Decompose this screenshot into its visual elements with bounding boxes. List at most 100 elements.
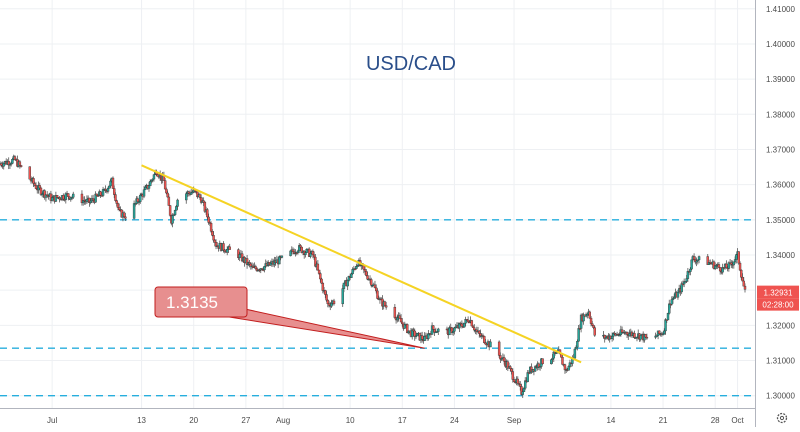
candle-up xyxy=(573,348,577,359)
candle-down xyxy=(114,194,117,201)
candle-down xyxy=(198,194,202,198)
candle-down xyxy=(466,319,470,323)
candle-down xyxy=(168,205,172,216)
callout-label: 1.3135 xyxy=(166,293,218,312)
candle-down xyxy=(478,330,481,334)
candle-up xyxy=(639,335,642,340)
candle-down xyxy=(460,323,464,327)
candle-down xyxy=(206,209,209,218)
candle-up xyxy=(453,327,456,332)
y-tick-label: 1.40000 xyxy=(766,40,795,49)
chart-title: USD/CAD xyxy=(366,53,456,75)
y-tick-label: 1.37000 xyxy=(766,145,795,154)
candle-up xyxy=(676,291,680,298)
candle-down xyxy=(401,321,404,325)
candle-down xyxy=(32,178,35,184)
candle-down xyxy=(625,331,629,335)
candle-down xyxy=(163,180,167,190)
candle-up xyxy=(304,252,307,255)
candle-down xyxy=(316,263,320,271)
candle-down xyxy=(325,294,328,301)
candle-up xyxy=(721,267,724,273)
candle-down xyxy=(320,278,323,284)
descending-trendline[interactable] xyxy=(141,164,582,364)
candle-down xyxy=(202,200,205,203)
candle-up xyxy=(576,341,579,348)
candle-up xyxy=(185,193,188,201)
candle-up xyxy=(171,215,174,224)
candle-down xyxy=(95,193,99,196)
y-tick-label: 1.34000 xyxy=(766,251,795,260)
candle-down xyxy=(370,279,373,286)
candle-down xyxy=(43,190,46,198)
y-tick-label: 1.35000 xyxy=(766,216,795,225)
candle-down xyxy=(591,323,594,326)
candle-down xyxy=(111,177,115,189)
candle-up xyxy=(64,193,68,200)
candle-up xyxy=(106,188,110,192)
candle-down xyxy=(363,269,367,272)
candle-up xyxy=(463,322,466,328)
candle-down xyxy=(58,197,61,200)
candle-down xyxy=(589,317,593,324)
candle-down xyxy=(300,246,303,253)
candle-up xyxy=(346,280,349,287)
candle-up xyxy=(176,199,179,207)
candle-up xyxy=(524,380,527,389)
candle-up xyxy=(567,366,570,371)
candle-down xyxy=(725,263,728,269)
candle-down xyxy=(375,287,378,292)
candle-down xyxy=(13,156,17,160)
candle-down xyxy=(209,223,213,232)
x-tick-label: 10 xyxy=(346,416,355,425)
gear-inner xyxy=(779,415,785,421)
price-callout[interactable]: 1.3135 xyxy=(154,286,425,349)
candle-up xyxy=(550,359,553,365)
candle-up xyxy=(452,331,455,333)
candle-up xyxy=(173,210,177,215)
candle-down xyxy=(167,196,171,206)
candle-down xyxy=(658,330,661,335)
callout-box[interactable] xyxy=(154,286,248,318)
candle-down xyxy=(645,336,649,339)
candle-down xyxy=(563,364,567,371)
candle-down xyxy=(393,306,397,318)
candle-down xyxy=(692,256,696,260)
candle-down xyxy=(326,299,329,304)
candle-up xyxy=(11,159,14,164)
candle-down xyxy=(738,262,742,271)
candle-down xyxy=(122,212,126,218)
candle-up xyxy=(263,266,266,271)
candle-down xyxy=(194,190,198,193)
candle-up xyxy=(526,372,529,382)
candle-down xyxy=(321,282,325,291)
candle-up xyxy=(355,266,358,269)
candle-down xyxy=(18,161,22,166)
candle-down xyxy=(593,327,596,336)
x-axis[interactable]: Jul 13 20 27 Aug 10 17 24 Sep 14 21 28 Oct xyxy=(0,408,755,426)
y-tick-label: 1.41000 xyxy=(766,5,795,14)
candle-down xyxy=(324,290,327,295)
countdown-tag xyxy=(757,298,799,311)
x-tick-label: Aug xyxy=(276,416,290,425)
y-axis[interactable]: 1.300001.310001.320001.330001.340001.350… xyxy=(755,0,796,427)
trendline-layer[interactable] xyxy=(141,164,582,364)
horizontal-levels[interactable] xyxy=(0,219,755,397)
candle-down xyxy=(511,371,515,380)
candle-down xyxy=(33,183,36,186)
candle-up xyxy=(396,317,399,321)
candle-up xyxy=(342,282,346,289)
candle-up xyxy=(733,259,737,263)
last-price-tag xyxy=(757,285,799,299)
candle-down xyxy=(519,383,522,387)
candle-down xyxy=(588,311,591,319)
candle-down xyxy=(124,216,127,219)
candle-down xyxy=(373,284,377,289)
candle-up xyxy=(427,333,430,339)
candle-up xyxy=(152,174,156,180)
candle-down xyxy=(471,325,475,328)
candle-up xyxy=(238,253,241,259)
x-tick-label: 24 xyxy=(450,416,459,425)
settings-gear-icon[interactable] xyxy=(776,412,788,424)
